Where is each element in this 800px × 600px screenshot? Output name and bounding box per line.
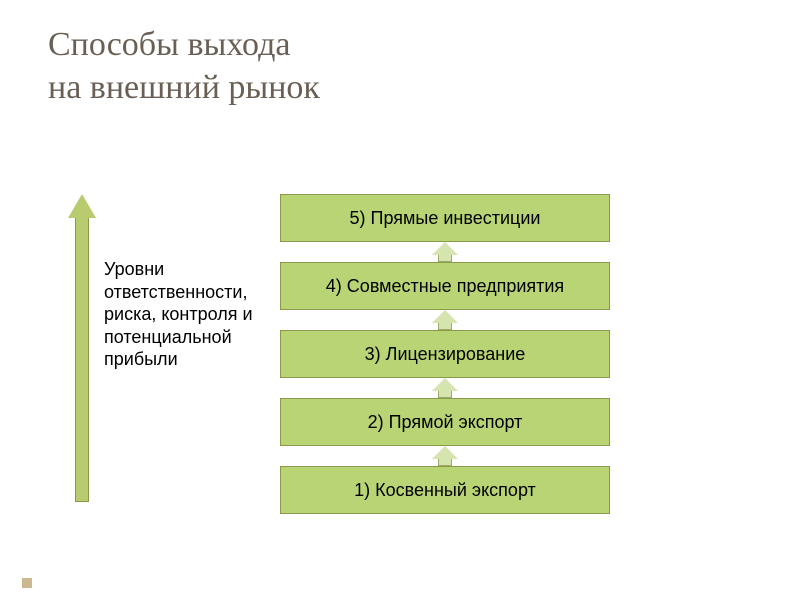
box-3: 3) Лицензирование [280, 330, 610, 378]
box-1: 1) Косвенный экспорт [280, 466, 610, 514]
box-4-label: 4) Совместные предприятия [326, 276, 564, 297]
side-label: Уровни ответственности, риска, контроля … [104, 258, 262, 371]
box-stack: 5) Прямые инвестиции 4) Совместные предп… [280, 194, 610, 514]
connector-1-2 [280, 446, 610, 466]
box-2-label: 2) Прямой экспорт [368, 412, 523, 433]
level-arrow-head [68, 194, 96, 218]
level-arrow [68, 194, 96, 502]
box-3-label: 3) Лицензирование [365, 344, 526, 365]
box-2: 2) Прямой экспорт [280, 398, 610, 446]
connector-3-4 [280, 310, 610, 330]
slide-title: Способы выхода на внешний рынок [48, 24, 320, 109]
level-arrow-shaft [75, 218, 89, 502]
box-4: 4) Совместные предприятия [280, 262, 610, 310]
footer-bullet [22, 578, 32, 588]
box-5: 5) Прямые инвестиции [280, 194, 610, 242]
title-line-2: на внешний рынок [48, 69, 320, 106]
title-line-1: Способы выхода [48, 26, 290, 63]
connector-2-3 [280, 378, 610, 398]
box-1-label: 1) Косвенный экспорт [354, 480, 536, 501]
connector-4-5 [280, 242, 610, 262]
box-5-label: 5) Прямые инвестиции [350, 208, 541, 229]
